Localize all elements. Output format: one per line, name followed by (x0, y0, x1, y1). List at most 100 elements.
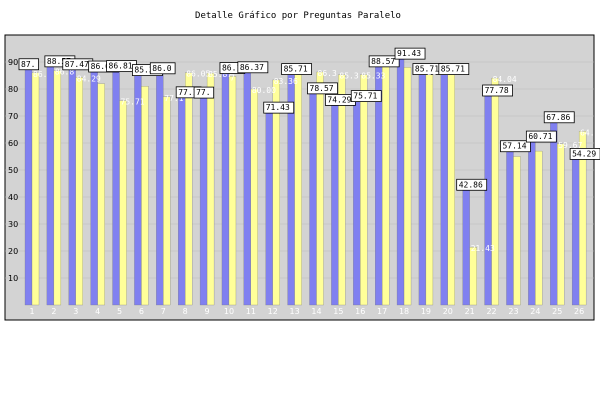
bar-s1-5 (112, 70, 120, 306)
data-label-series-1: 85.71 (284, 65, 308, 74)
bar-s1-19 (418, 73, 427, 306)
data-label-box (438, 63, 470, 75)
data-label-series-1: 87. (21, 60, 35, 69)
x-tick-label: 7 (161, 307, 166, 316)
data-label-box (263, 101, 295, 114)
y-tick-label: 70 (8, 112, 18, 121)
data-label-series-2: 86. (33, 70, 47, 79)
data-label-series-2: 21.43 (471, 244, 495, 253)
x-tick-label: 10 (224, 307, 234, 316)
x-tick-label: 14 (311, 307, 321, 316)
data-label-series-1: 86.65 (91, 62, 115, 71)
data-label-series-1: 74.29 (327, 95, 351, 104)
data-label-series-2: 85.3 (339, 72, 358, 81)
bar-s1-2 (46, 65, 55, 306)
data-label-box (281, 63, 313, 75)
data-labels: 87.86.88.5786.887.4784.2986.6586.8175.71… (18, 47, 600, 253)
data-label-box (193, 86, 215, 99)
x-axis-ticks: 1 2 3 4 5 6 7 8 9 10 11 12 13 14 15 16 17 18 19 20 21 22 23 24 2… (29, 307, 584, 316)
data-label-box (569, 148, 600, 160)
y-tick-label: 80 (8, 85, 18, 94)
data-label-series-1: 88.57 (371, 57, 395, 66)
bar-s1-1 (24, 68, 33, 306)
bar-s2-18 (403, 67, 412, 306)
x-tick-label: 15 (333, 307, 343, 316)
bar-s2-12 (272, 79, 280, 306)
bar-s1-4 (90, 70, 98, 306)
bar-s2-19 (425, 70, 434, 306)
bars (24, 57, 587, 306)
data-label-box (456, 178, 488, 191)
x-tick-label: 12 (268, 307, 278, 316)
bar-s1-7 (156, 72, 164, 306)
bar-s1-25 (550, 121, 558, 306)
x-tick-label: 18 (399, 307, 409, 316)
y-tick-label: 90 (8, 58, 18, 67)
data-label-series-2: 86.8 (55, 68, 74, 77)
bar-s2-21 (469, 246, 477, 306)
data-label-series-1: 77.78 (485, 86, 509, 95)
bar-s2-26 (578, 131, 587, 306)
data-label-box (482, 84, 513, 97)
bar-s2-9 (206, 73, 215, 306)
x-tick-label: 8 (183, 307, 188, 316)
bar-s1-22 (484, 94, 492, 306)
bar-s1-9 (199, 96, 208, 306)
y-tick-label: 40 (8, 193, 18, 202)
data-label-series-1: 86.81 (109, 62, 133, 71)
y-tick-label: 20 (8, 247, 18, 256)
x-tick-label: 6 (139, 307, 144, 316)
bar-s2-16 (360, 74, 368, 306)
data-label-series-1: 86.0 (152, 64, 171, 73)
bar-s1-20 (440, 73, 448, 306)
bar-s1-12 (265, 111, 273, 306)
data-label-series-2: 83.36 (274, 77, 298, 86)
bar-s2-8 (185, 72, 193, 306)
y-tick-label: 30 (8, 220, 18, 229)
data-label-series-1: 57.14 (502, 142, 526, 151)
x-tick-label: 24 (530, 307, 540, 316)
bar-s2-20 (447, 72, 455, 306)
bar-s1-24 (528, 140, 536, 306)
data-label-series-2: 84.04 (493, 75, 517, 84)
bar-s2-3 (75, 77, 83, 306)
x-tick-label: 5 (117, 307, 122, 316)
data-label-box (500, 140, 531, 153)
x-tick-label: 2 (51, 307, 56, 316)
data-label-series-2: 86. (427, 68, 441, 77)
data-label-box (18, 58, 40, 71)
data-label-series-1: 85.71 (415, 65, 439, 74)
x-tick-label: 13 (290, 307, 300, 316)
bar-s2-25 (557, 143, 565, 306)
data-label-series-1: 67.86 (546, 113, 570, 122)
x-tick-label: 3 (73, 307, 78, 316)
data-label-series-1: 71.43 (266, 103, 290, 112)
data-label-series-1: 87.47 (65, 60, 89, 69)
bar-s2-22 (491, 77, 499, 306)
data-label-box (350, 90, 382, 102)
data-label-series-2: 7 (230, 73, 235, 82)
bar-s2-11 (250, 88, 258, 306)
bar-s1-18 (396, 57, 405, 306)
data-label-series-1: 77. (196, 88, 210, 97)
bar-s2-15 (338, 74, 346, 306)
x-tick-label: 21 (465, 307, 475, 316)
bar-s1-21 (462, 189, 470, 306)
y-tick-label: 10 (8, 274, 18, 283)
data-label-box (543, 111, 575, 124)
bar-s1-14 (309, 92, 317, 306)
data-label-series-2: 59.67 (558, 141, 582, 150)
bar-s1-23 (506, 150, 514, 306)
bar-s2-6 (141, 86, 149, 306)
data-label-series-1: 85.33 (134, 66, 158, 75)
bar-s1-16 (353, 100, 361, 306)
x-tick-label: 1 (29, 307, 34, 316)
data-label-series-1: 91.43 (397, 49, 421, 58)
y-tick-label: 50 (8, 166, 18, 175)
y-tick-label: 60 (8, 139, 18, 148)
bar-s2-4 (97, 83, 105, 306)
bar-s1-15 (331, 104, 339, 306)
x-tick-label: 4 (95, 307, 100, 316)
bar-s2-23 (513, 156, 521, 306)
